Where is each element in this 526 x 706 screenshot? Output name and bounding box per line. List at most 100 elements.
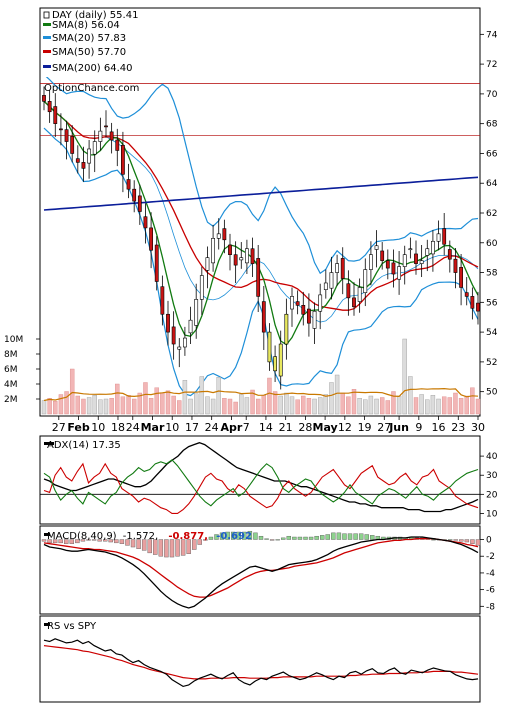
macd-histogram-bar bbox=[320, 535, 325, 540]
volume-bar bbox=[244, 397, 250, 415]
volume-bar bbox=[103, 398, 109, 415]
volume-bar bbox=[447, 397, 453, 415]
volume-bar bbox=[193, 393, 199, 415]
volume-bar bbox=[233, 401, 238, 415]
volume-bar bbox=[413, 397, 419, 415]
macd-histogram-bar bbox=[75, 539, 80, 544]
candle bbox=[414, 253, 418, 264]
macd-histogram-bar bbox=[203, 539, 208, 541]
macd-histogram-bar bbox=[286, 535, 292, 540]
candle bbox=[245, 248, 249, 264]
volume-bar bbox=[120, 396, 126, 415]
macd-histogram-bar bbox=[158, 539, 164, 557]
candle bbox=[216, 233, 221, 239]
macd-histogram-bar bbox=[108, 539, 113, 543]
volume-bar bbox=[368, 395, 374, 415]
svg-text:MACD(8,40,9) -1.572,: MACD(8,40,9) -1.572, -0.877, -0.692 bbox=[47, 531, 252, 542]
date-tick-label: 17 bbox=[185, 421, 199, 434]
volume-bar bbox=[419, 394, 424, 415]
bollinger-upper bbox=[43, 74, 479, 275]
macd-histogram-bar bbox=[114, 539, 119, 544]
macd-tick-label: -8 bbox=[486, 602, 495, 612]
candle bbox=[222, 228, 227, 241]
candle bbox=[228, 244, 232, 255]
volume-bar bbox=[402, 338, 407, 415]
macd-histogram-bar bbox=[453, 539, 458, 541]
volume-bar bbox=[250, 389, 255, 415]
price-tick-label: 66 bbox=[486, 149, 498, 159]
volume-bar bbox=[41, 400, 47, 415]
candle bbox=[290, 296, 294, 310]
date-tick-label: 7 bbox=[243, 421, 250, 434]
price-tick-label: 58 bbox=[486, 269, 498, 279]
macd-histogram-bar bbox=[258, 535, 264, 540]
volume-tick-label: 2M bbox=[4, 395, 18, 405]
candle bbox=[92, 141, 97, 155]
macd-histogram-bar bbox=[253, 532, 258, 540]
volume-bar bbox=[64, 391, 69, 415]
candle bbox=[126, 179, 131, 190]
volume-bar bbox=[396, 395, 402, 415]
volume-bar bbox=[301, 395, 306, 415]
date-tick-label: Feb bbox=[67, 421, 90, 434]
date-tick-label: 19 bbox=[358, 421, 372, 434]
price-tick-label: 52 bbox=[486, 358, 497, 368]
candle bbox=[318, 294, 323, 312]
candle bbox=[391, 262, 396, 275]
volume-bar bbox=[239, 394, 244, 415]
volume-bar bbox=[86, 397, 92, 415]
candle bbox=[464, 292, 469, 297]
volume-bar bbox=[131, 398, 137, 415]
candle bbox=[53, 106, 58, 124]
adx-series-line bbox=[43, 459, 479, 507]
candle bbox=[470, 296, 475, 309]
volume-bar bbox=[109, 398, 114, 415]
volume-bar bbox=[47, 398, 52, 415]
macd-histogram-bar bbox=[347, 533, 353, 540]
candle bbox=[81, 162, 86, 169]
candle bbox=[47, 101, 52, 113]
macd-histogram-bar bbox=[186, 539, 191, 554]
macd-histogram-bar bbox=[370, 535, 375, 540]
candle bbox=[188, 319, 193, 334]
candle bbox=[75, 158, 80, 163]
candle bbox=[143, 216, 148, 229]
date-tick-label: Jun bbox=[388, 421, 409, 434]
macd-histogram-bar bbox=[97, 539, 102, 542]
volume-bar bbox=[81, 398, 86, 415]
macd-histogram-bar bbox=[281, 537, 286, 540]
volume-tick-label: 4M bbox=[4, 380, 18, 390]
macd-histogram-bar bbox=[169, 539, 175, 558]
volume-bar bbox=[329, 382, 334, 415]
volume-bar bbox=[391, 391, 396, 415]
macd-histogram-bar bbox=[325, 534, 330, 540]
volume-tick-label: 8M bbox=[4, 350, 18, 360]
date-tick-label: May bbox=[313, 421, 338, 434]
candle bbox=[256, 258, 261, 297]
volume-bar bbox=[340, 392, 345, 415]
macd-histogram-bar bbox=[447, 539, 453, 541]
legend-sma20: SMA(20) 57.83 bbox=[52, 33, 126, 44]
volume-bar bbox=[53, 401, 58, 415]
date-tick-label: 24 bbox=[205, 421, 219, 434]
volume-bar bbox=[255, 398, 261, 415]
volume-bar bbox=[475, 398, 481, 415]
candle bbox=[419, 260, 424, 264]
macd-histogram-bar bbox=[314, 535, 319, 540]
volume-bar bbox=[199, 376, 205, 415]
adx-tick-label: 10 bbox=[486, 509, 498, 519]
volume-bar bbox=[295, 399, 300, 415]
macd-histogram-bar bbox=[69, 539, 75, 544]
candle bbox=[295, 301, 300, 306]
candle bbox=[154, 244, 159, 282]
adx-series-line bbox=[43, 442, 479, 513]
candle bbox=[447, 249, 452, 260]
price-tick-label: 54 bbox=[486, 328, 498, 338]
volume-bar bbox=[408, 376, 413, 415]
macd-histogram-bar bbox=[236, 531, 241, 540]
candle bbox=[87, 148, 91, 164]
candle bbox=[408, 248, 413, 251]
date-tick-label: 21 bbox=[279, 421, 293, 434]
volume-bar bbox=[363, 399, 368, 415]
candle bbox=[402, 254, 407, 267]
